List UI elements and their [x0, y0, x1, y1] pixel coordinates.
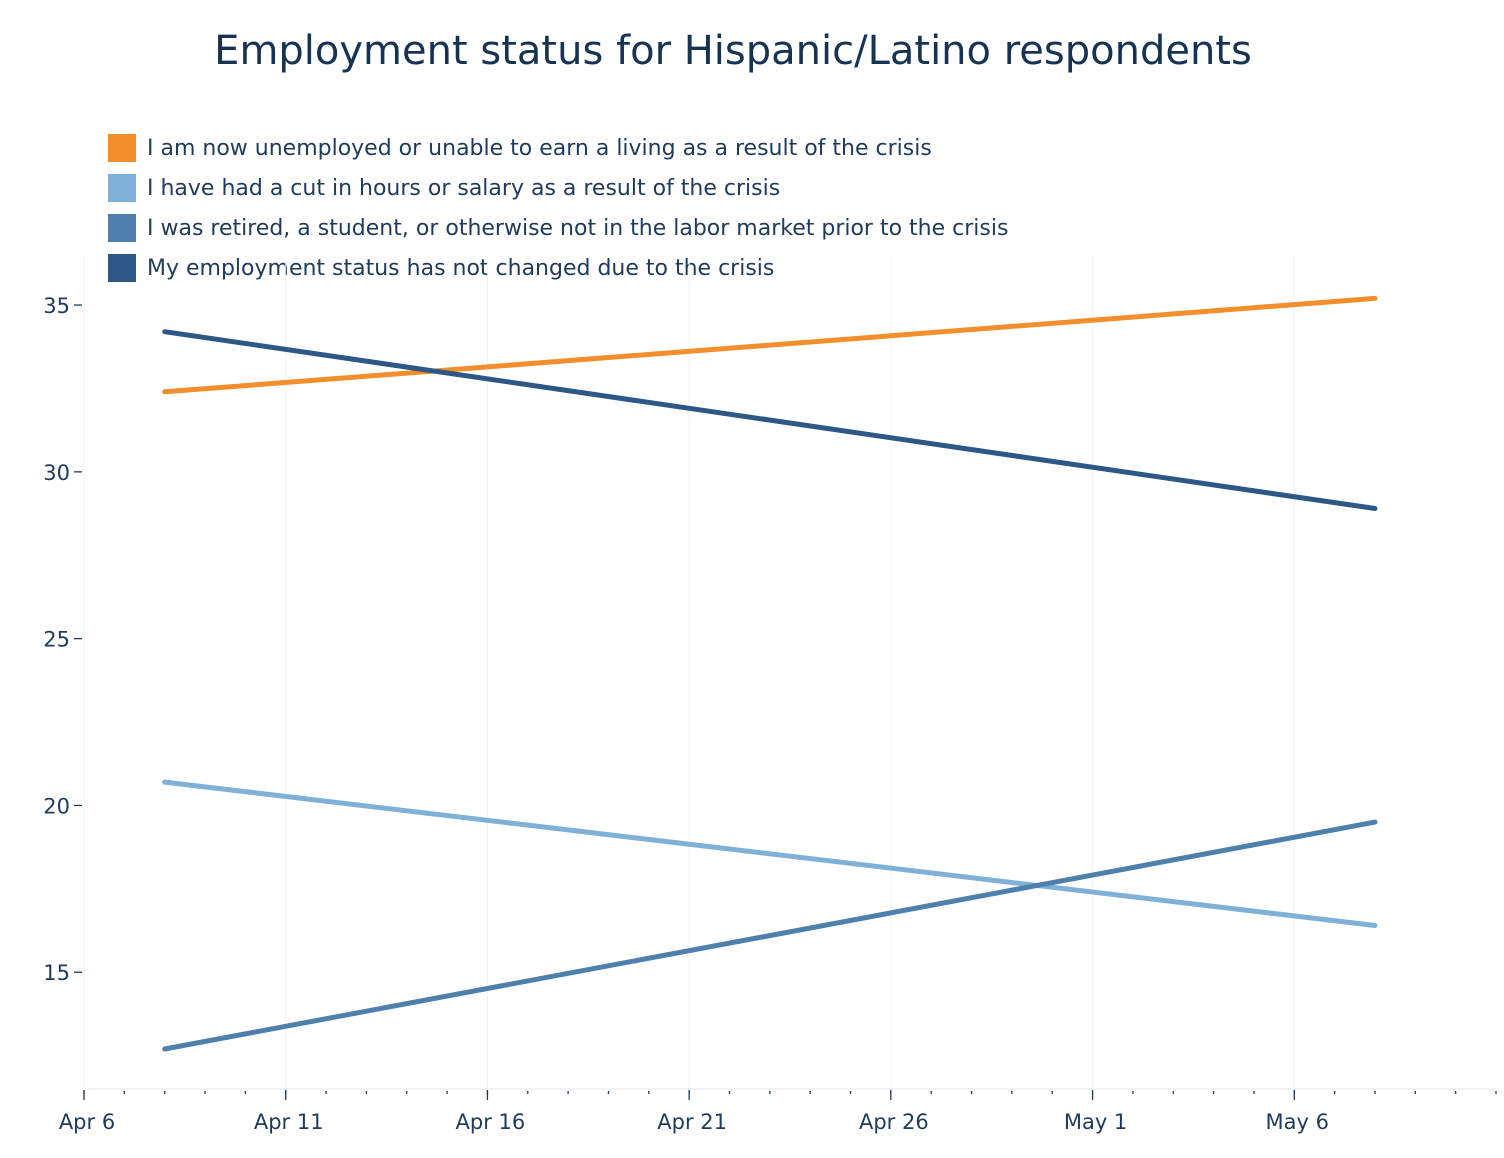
series-line	[162, 779, 1378, 928]
y-tick-label: 20	[43, 794, 70, 818]
x-tick-label: Apr 11	[254, 1110, 324, 1134]
legend-item: I was retired, a student, or otherwise n…	[108, 208, 1008, 248]
y-tick-label: 30	[43, 461, 70, 485]
series-line	[162, 295, 1378, 395]
y-tick-label: 35	[43, 294, 70, 318]
chart-title: Employment status for Hispanic/Latino re…	[214, 28, 1252, 74]
y-tick-label: 25	[43, 628, 70, 652]
x-tick-label: May 6	[1266, 1110, 1329, 1134]
legend: I am now unemployed or unable to earn a …	[108, 128, 1008, 288]
legend-item: I have had a cut in hours or salary as a…	[108, 168, 1008, 208]
x-tick-label: May 1	[1064, 1110, 1127, 1134]
legend-label: I am now unemployed or unable to earn a …	[147, 135, 932, 161]
x-tick-label: Apr 26	[859, 1110, 929, 1134]
y-tick-label: 15	[43, 961, 70, 985]
legend-swatch	[108, 134, 136, 162]
legend-label: I have had a cut in hours or salary as a…	[147, 175, 781, 201]
x-tick-label: Apr 6	[59, 1110, 115, 1134]
x-tick-label: Apr 21	[657, 1110, 727, 1134]
legend-swatch	[108, 254, 136, 282]
legend-swatch	[108, 214, 136, 242]
legend-swatch	[108, 174, 136, 202]
legend-label: My employment status has not changed due…	[147, 255, 775, 281]
legend-item: My employment status has not changed due…	[108, 248, 1008, 288]
series-line	[162, 329, 1378, 511]
legend-label: I was retired, a student, or otherwise n…	[147, 215, 1009, 241]
legend-item: I am now unemployed or unable to earn a …	[108, 128, 1008, 168]
x-tick-label: Apr 16	[456, 1110, 526, 1134]
series-line	[162, 819, 1378, 1052]
